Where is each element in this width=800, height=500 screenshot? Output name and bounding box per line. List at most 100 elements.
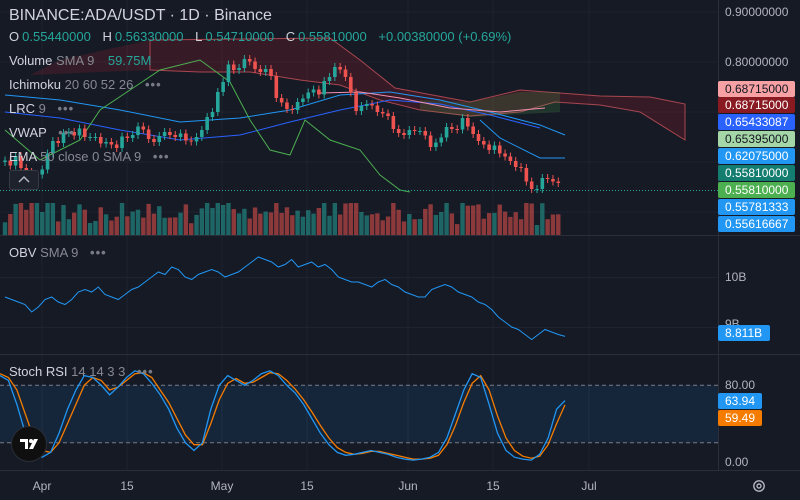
candle-body [540, 178, 545, 189]
gear-glyph [753, 480, 765, 492]
candle-body [497, 145, 502, 154]
candle-body [327, 77, 332, 81]
volume-bar [204, 203, 210, 235]
candle-body [130, 135, 135, 138]
more-icon[interactable]: ••• [144, 77, 162, 92]
more-icon[interactable]: ••• [57, 101, 75, 116]
candle-body [471, 126, 475, 134]
candle-body [524, 168, 529, 182]
volume-bar [353, 203, 359, 235]
volume-bar [119, 203, 125, 235]
candle-body [221, 82, 225, 92]
candle-body [56, 141, 60, 143]
price-badge [718, 216, 795, 232]
volume-bar [279, 212, 284, 235]
candle-body [508, 156, 513, 161]
tradingview-logo-icon[interactable] [11, 426, 47, 462]
collapse-legend-button[interactable] [9, 170, 39, 190]
stoch-name: Stoch RSI [9, 364, 68, 379]
more-icon[interactable]: ••• [137, 364, 154, 379]
legend-stoch-rsi[interactable]: Stoch RSI 14 14 3 3 ••• [9, 364, 154, 379]
volume-bar [130, 211, 135, 235]
volume-bar [524, 203, 529, 235]
volume-bar [220, 205, 226, 235]
volume-bar [449, 213, 455, 235]
volume-bar [183, 204, 189, 235]
candle-body [311, 89, 316, 93]
legend-ema[interactable]: EMA 50 close 0 SMA 9 ••• [9, 149, 170, 164]
legend-ichimoku[interactable]: Ichimoku 20 60 52 26 ••• [9, 77, 162, 92]
candle-body [295, 102, 300, 110]
close-value: 0.55810000 [298, 29, 367, 44]
candle-body [67, 132, 71, 133]
volume-bar [151, 213, 157, 235]
candle-body [141, 126, 146, 130]
legend-vwap[interactable]: VWAP ••• [9, 125, 75, 140]
candle-body [152, 139, 156, 142]
candle-body [136, 126, 140, 135]
volume-bar [103, 214, 109, 235]
candle-body [529, 181, 534, 189]
lrc-params: 9 [38, 101, 46, 116]
volume-bar [125, 216, 130, 235]
volume-bar [77, 204, 82, 235]
candle-body [120, 136, 124, 148]
volume-bar [189, 223, 194, 235]
cloud-bullish [420, 92, 560, 117]
volume-bar [327, 215, 332, 235]
more-icon[interactable]: ••• [58, 125, 75, 140]
candle-body [380, 112, 385, 114]
more-icon[interactable]: ••• [152, 149, 170, 164]
volume-bar [476, 204, 481, 235]
stoch-k-badge-label: 63.94 [725, 394, 755, 408]
candle-body [269, 69, 273, 76]
candle-body [333, 67, 337, 77]
time-tick-label: 15 [486, 479, 500, 493]
volume-bar [364, 215, 369, 235]
candle-body [306, 92, 311, 99]
volume-bar [50, 203, 56, 235]
candle-body [466, 118, 470, 127]
volume-bar [417, 219, 423, 235]
price-badge-label: 0.55616667 [725, 217, 789, 231]
legend-volume[interactable]: Volume SMA 9 59.75M [9, 53, 151, 68]
candle-body [173, 135, 178, 137]
volume-bar [375, 213, 380, 235]
volume-bar [268, 212, 274, 235]
volume-bar [146, 203, 151, 235]
volume-params: SMA 9 [56, 53, 95, 68]
volume-bar [306, 210, 311, 235]
volume-bar [194, 214, 199, 235]
candle-body [476, 134, 481, 141]
open-value: 0.55440000 [22, 29, 91, 44]
stoch-k-line [0, 370, 566, 461]
volume-bar [109, 220, 114, 235]
price-badge [718, 81, 795, 97]
candle-body [375, 105, 380, 112]
candle-body [444, 127, 449, 138]
candle-body [450, 127, 454, 129]
gear-icon[interactable] [751, 478, 767, 494]
price-badge [718, 131, 795, 147]
more-icon[interactable]: ••• [90, 245, 107, 260]
volume-bar [369, 214, 375, 235]
legend-obv[interactable]: OBV SMA 9 ••• [9, 245, 107, 260]
candle-body [194, 137, 199, 142]
candle-body [93, 137, 98, 138]
candle-body [396, 129, 401, 133]
cloud-bearish-left [30, 40, 150, 75]
candle-body [519, 167, 523, 168]
volume-bar [247, 218, 252, 235]
volume-bar [135, 209, 141, 235]
obv-params: SMA 9 [40, 245, 79, 260]
axes: 0.90000000 0.80000000 0.68715000 0.68715000… [33, 5, 795, 493]
time-tick-label: 15 [120, 479, 134, 493]
candle-body [460, 118, 465, 130]
volume-bar [82, 209, 87, 235]
volume-bar [391, 203, 396, 235]
time-tick-label: Jul [581, 479, 596, 493]
candle-body [258, 69, 263, 72]
legend-lrc[interactable]: LRC 9 ••• [9, 101, 74, 116]
candle-body [556, 181, 561, 183]
